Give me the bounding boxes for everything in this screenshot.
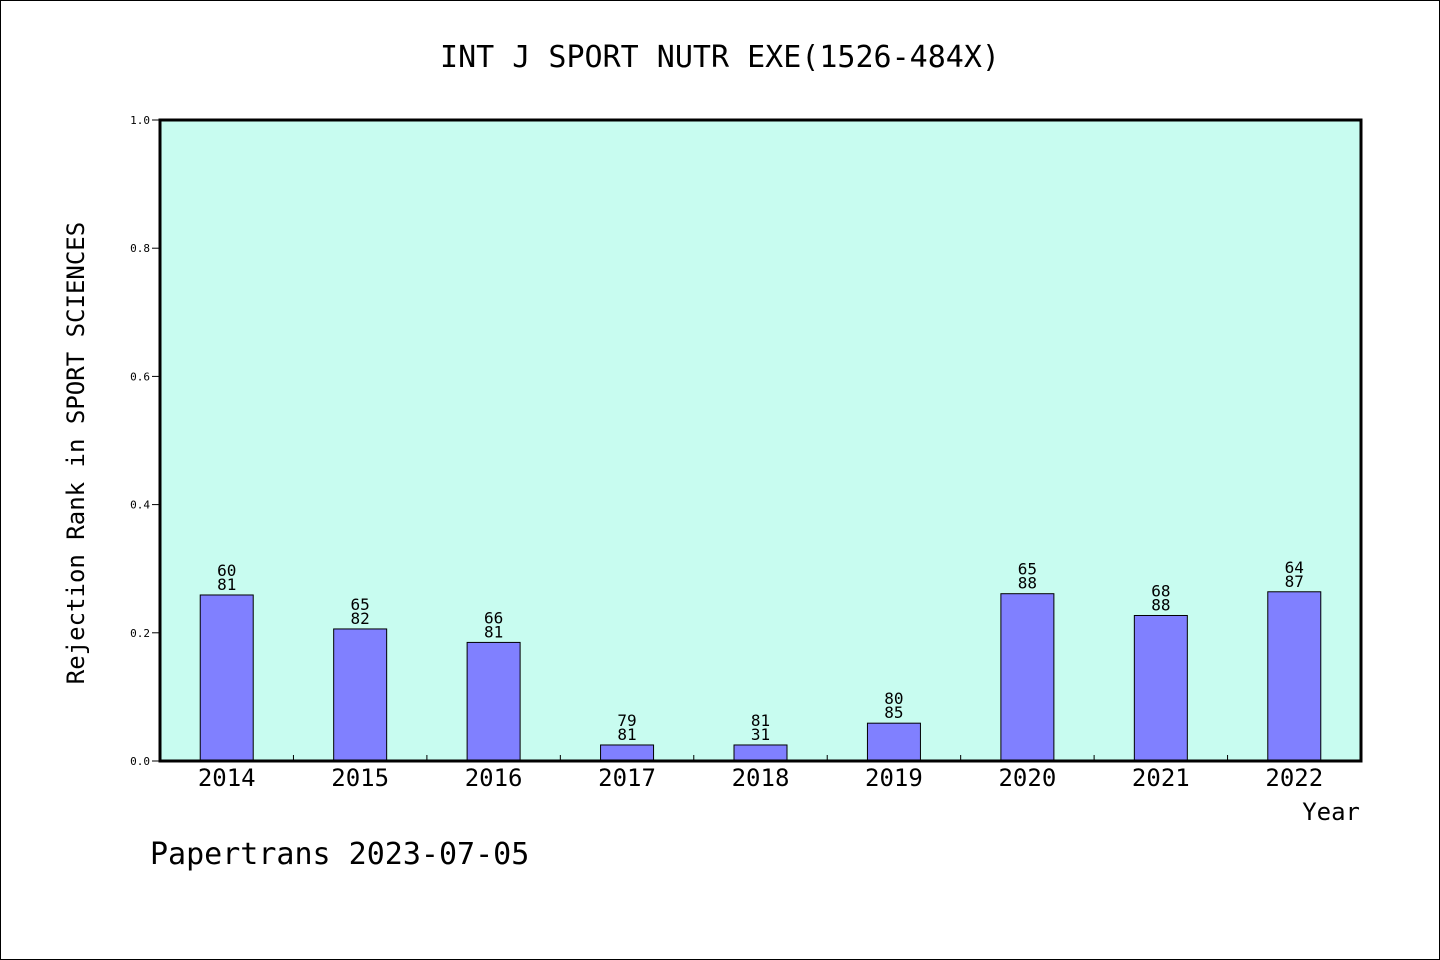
y-tick-label: 0.4 (130, 499, 150, 512)
bar-label-bottom: 82 (351, 609, 370, 628)
footer-stamp: Papertrans 2023-07-05 (150, 837, 529, 872)
bar-label-bottom: 81 (617, 725, 636, 744)
x-tick-label: 2022 (1265, 764, 1323, 792)
bar-label-top: 66 (484, 608, 503, 627)
bar-label-top: 79 (617, 711, 636, 730)
y-tick-label: 1.0 (130, 114, 150, 127)
bar-2016 (466, 641, 521, 762)
bar-2014 (199, 594, 254, 762)
y-tick-label: 0.2 (130, 627, 150, 640)
bar-label-bottom: 88 (1018, 574, 1037, 593)
bar-label-top: 60 (217, 561, 236, 580)
x-tick-label: 2019 (865, 764, 923, 792)
x-tick-label: 2017 (598, 764, 656, 792)
bar-2019 (866, 722, 921, 762)
bar-2020 (1000, 593, 1055, 762)
y-tick-label: 0.6 (130, 370, 150, 383)
bar-label-top: 80 (884, 689, 903, 708)
bar-label-bottom: 81 (217, 575, 236, 594)
bar-2018 (733, 744, 788, 762)
x-axis: 2014 2015 2016 2017 2018 2019 2020 2021 2022 (198, 755, 1323, 792)
bar-label-top: 65 (351, 595, 370, 614)
x-tick-label: 2018 (732, 764, 790, 792)
x-tick-label: 2021 (1132, 764, 1190, 792)
y-tick-label: 0.8 (130, 242, 150, 255)
bar-label-bottom: 31 (751, 725, 770, 744)
x-tick-label: 2016 (465, 764, 523, 792)
x-tick-label: 2014 (198, 764, 256, 792)
x-axis-label: Year (1302, 798, 1360, 826)
bar-2015 (333, 628, 388, 762)
bar-label-top: 65 (1018, 560, 1037, 579)
bar-2017 (600, 744, 655, 762)
bar-label-top: 81 (751, 711, 770, 730)
bar-2021 (1133, 614, 1188, 762)
bar-label-top: 68 (1151, 581, 1170, 600)
bar-label-bottom: 81 (484, 622, 503, 641)
bar-label-top: 64 (1285, 558, 1304, 577)
x-tick-label: 2020 (998, 764, 1056, 792)
bar-2022 (1267, 591, 1322, 762)
bar-label-bottom: 88 (1151, 595, 1170, 614)
chart-title: INT J SPORT NUTR EXE(1526-484X) (440, 40, 1000, 75)
plot-border (158, 118, 1363, 763)
bar-label-bottom: 87 (1285, 572, 1304, 591)
y-tick-label: 0.0 (130, 755, 150, 768)
y-axis: 0.0 0.2 0.4 0.6 0.8 1.0 (130, 114, 160, 768)
bar-label-bottom: 85 (884, 703, 903, 722)
x-tick-label: 2015 (331, 764, 389, 792)
y-axis-label: Rejection Rank in SPORT SCIENCES (62, 222, 90, 684)
